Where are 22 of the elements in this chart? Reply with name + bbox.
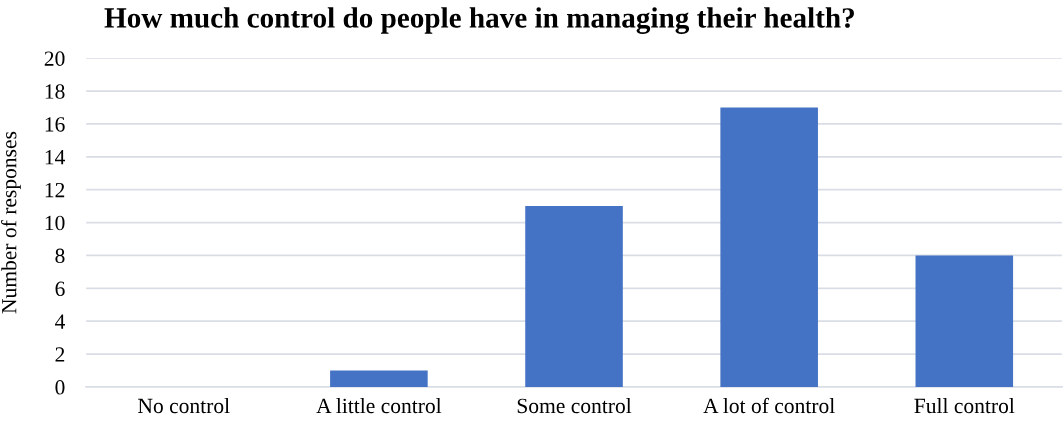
y-tick-label: 10: [45, 215, 65, 231]
bar: [525, 206, 623, 387]
y-tick-label: 16: [45, 117, 65, 132]
y-tick-label: 2: [55, 347, 65, 362]
y-tick-label: 6: [55, 281, 65, 296]
bar: [330, 370, 428, 387]
x-tick-label: No control: [138, 398, 230, 414]
y-axis-title: Number of responses: [1, 131, 21, 314]
x-tick-label: A lot of control: [703, 397, 835, 414]
bar: [720, 107, 818, 387]
y-tick-label: 8: [55, 248, 65, 264]
y-tick-label: 18: [45, 84, 65, 99]
x-tick-label: Full control: [914, 398, 1015, 414]
y-tick-label: 14: [45, 150, 66, 165]
y-tick-label: 0: [55, 380, 65, 395]
x-tick-label: Some control: [517, 398, 632, 414]
chart-title: How much control do people have in managing their health?: [104, 7, 854, 34]
bar: [915, 255, 1014, 387]
y-tick-label: 12: [45, 182, 65, 198]
x-tick-label: A little control: [316, 398, 442, 414]
y-tick-label: 4: [55, 314, 66, 329]
y-tick-label: 20: [44, 51, 65, 66]
